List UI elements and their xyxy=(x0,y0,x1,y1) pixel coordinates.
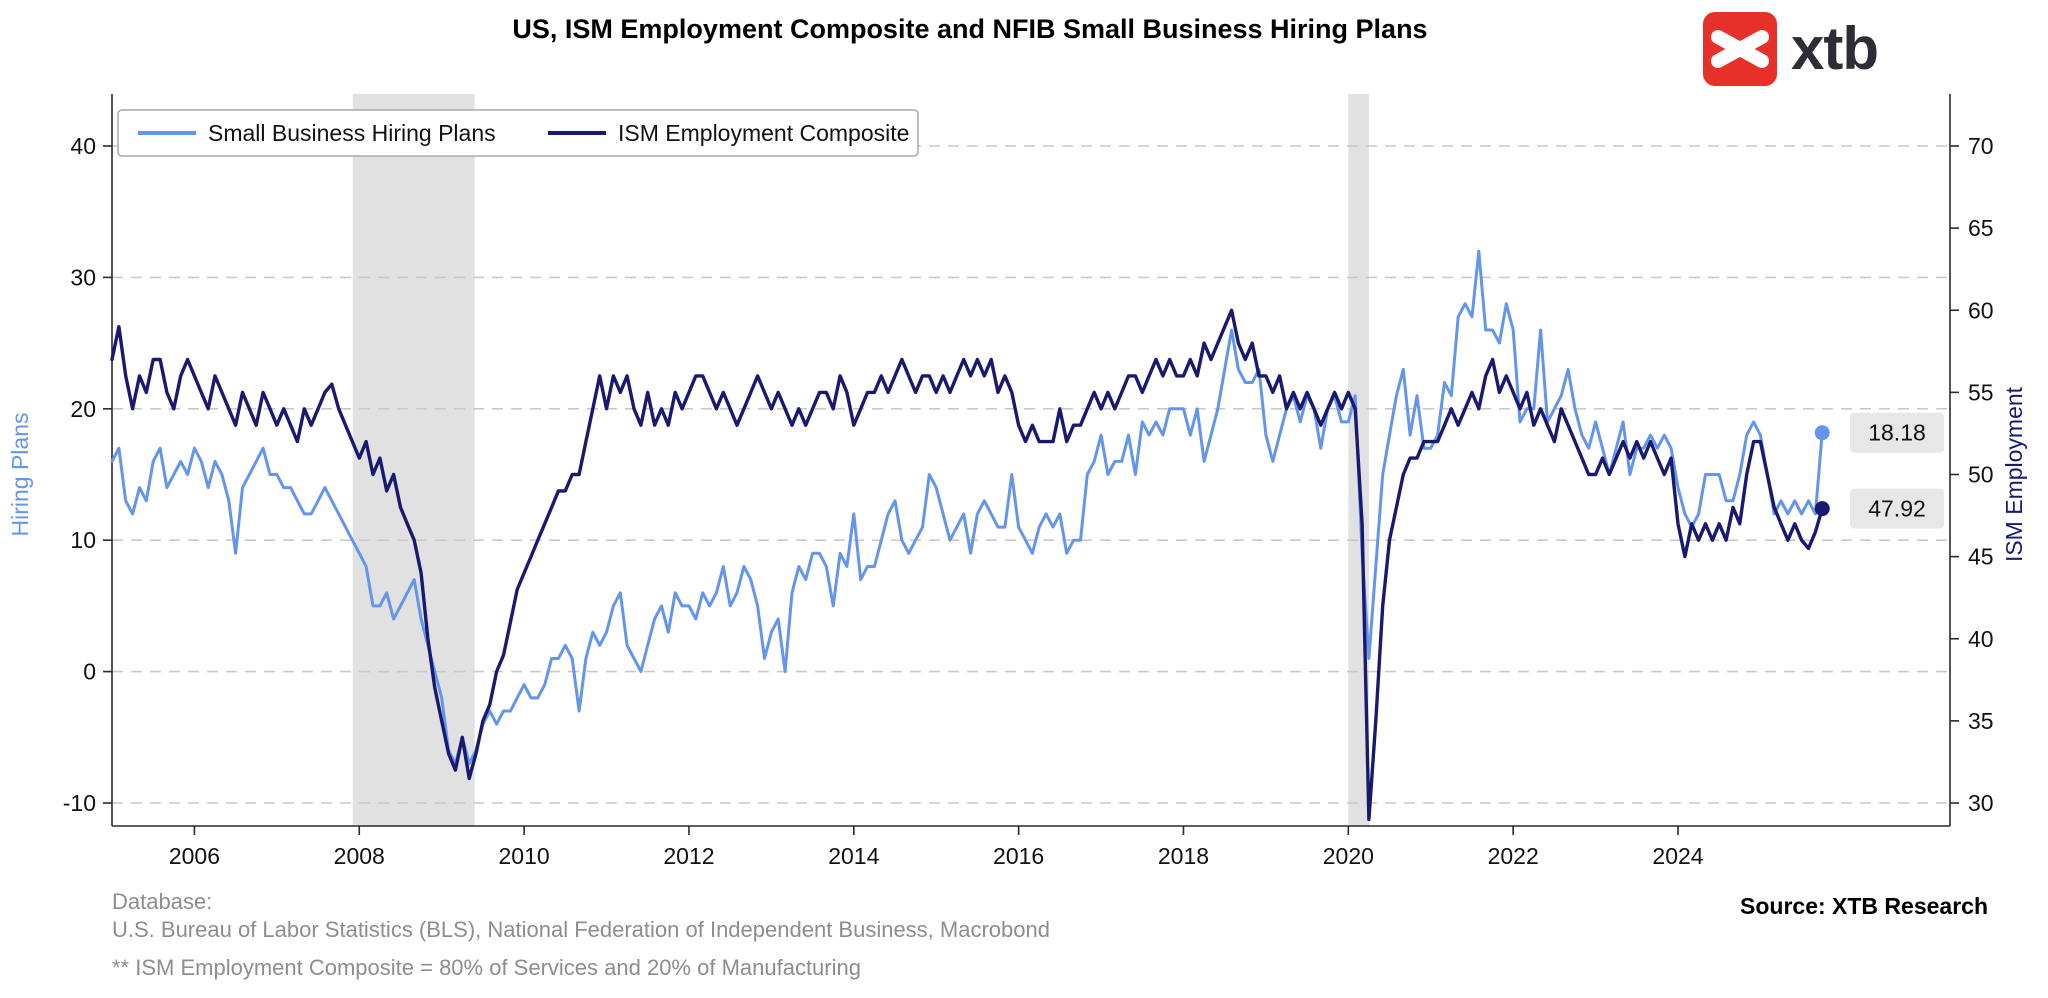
source-text: Source: XTB Research xyxy=(1740,893,1988,919)
right-tick-label: 55 xyxy=(1968,379,1994,405)
left-tick-label: 0 xyxy=(83,659,96,685)
legend-box xyxy=(117,109,919,157)
right-axis-title: ISM Employment xyxy=(2001,386,2027,562)
x-tick-label: 2024 xyxy=(1652,843,1703,869)
x-tick-label: 2022 xyxy=(1488,843,1539,869)
page-title: US, ISM Employment Composite and NFIB Sm… xyxy=(512,14,1428,44)
series-line xyxy=(110,308,1824,822)
legend-label: Small Business Hiring Plans xyxy=(208,120,496,146)
x-tick-label: 2014 xyxy=(828,843,879,869)
right-tick-label: 70 xyxy=(1968,133,1994,159)
left-axis-title: Hiring Plans xyxy=(7,413,33,537)
xtb-logo: xtb xyxy=(1703,12,1879,86)
x-tick-label: 2020 xyxy=(1323,843,1374,869)
legend: Small Business Hiring Plans ISM Employmen… xyxy=(117,109,919,157)
series-end-dot xyxy=(1814,501,1830,517)
x-tick-label: 2006 xyxy=(169,843,220,869)
left-tick-label: 40 xyxy=(70,133,96,159)
x-tick-label: 2010 xyxy=(499,843,550,869)
end-value-label: 18.18 xyxy=(1868,420,1926,446)
left-tick-label: 10 xyxy=(70,527,96,553)
x-tick-label: 2012 xyxy=(663,843,714,869)
end-value-badge xyxy=(1850,412,1944,453)
right-tick-label: 50 xyxy=(1968,462,1994,488)
xtb-logo-text: xtb xyxy=(1791,15,1879,82)
recession-band xyxy=(352,94,475,826)
right-tick-label: 40 xyxy=(1968,626,1994,652)
right-tick-label: 65 xyxy=(1968,215,1994,241)
xtb-logo-icon xyxy=(1703,12,1777,86)
composite-note: ** ISM Employment Composite = 80% of Ser… xyxy=(112,955,861,980)
right-tick-label: 30 xyxy=(1968,790,1994,816)
end-value-badge xyxy=(1850,488,1944,529)
left-tick-label: 20 xyxy=(70,396,96,422)
right-tick-label: 45 xyxy=(1968,544,1994,570)
series-end-dot xyxy=(1814,425,1830,441)
x-tick-label: 2016 xyxy=(993,843,1044,869)
right-tick-label: 35 xyxy=(1968,708,1994,734)
left-tick-label: 30 xyxy=(70,264,96,290)
x-tick-label: 2018 xyxy=(1158,843,1209,869)
end-value-label: 47.92 xyxy=(1868,496,1926,522)
x-tick-label: 2008 xyxy=(334,843,385,869)
series-line xyxy=(110,249,1824,766)
right-tick-label: 60 xyxy=(1968,297,1994,323)
legend-label: ISM Employment Composite xyxy=(618,120,909,146)
database-sources: U.S. Bureau of Labor Statistics (BLS), N… xyxy=(112,917,1050,942)
database-label: Database: xyxy=(112,889,213,914)
left-tick-label: -10 xyxy=(63,790,96,816)
